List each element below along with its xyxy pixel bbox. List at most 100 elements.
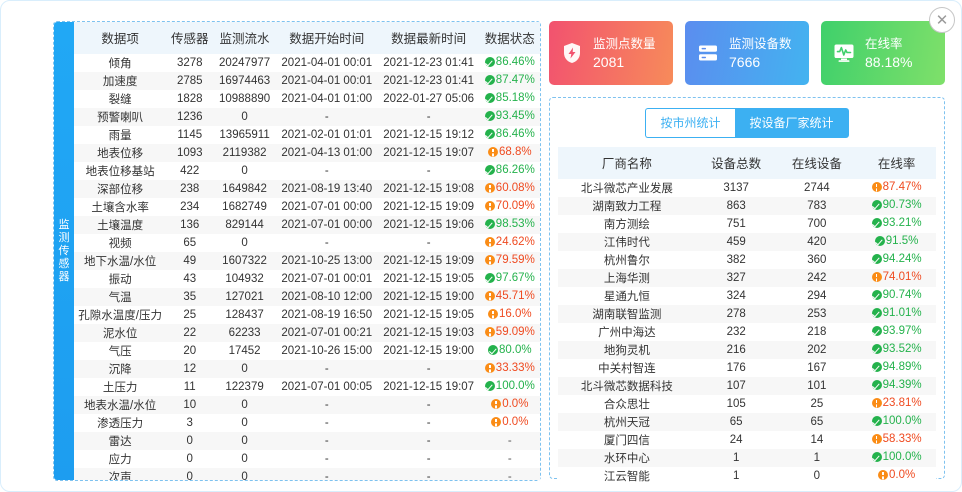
start-time-cell: 2021-04-13 01:00 (281, 147, 373, 159)
table-row[interactable]: 土壤温度 136 829144 2021-07-01 00:00 2021-12-15 … (74, 216, 540, 234)
check-circle-icon (484, 129, 495, 139)
status-badge: 93.52% (857, 341, 936, 359)
table-row[interactable]: 江伟时代 459 420 91.5% (558, 233, 936, 251)
sensor-name-cell: 加速度 (102, 76, 138, 88)
table-row[interactable]: 渗透压力 3 0 - - 0.0% (74, 414, 540, 432)
latest-time-cell: 2021-12-15 19:07 (383, 147, 475, 159)
table-row[interactable]: 倾角 3278 20247977 2021-04-01 00:01 2021-12-23… (74, 54, 540, 72)
table-row[interactable]: 北斗微芯数据科技 107 101 94.39% (558, 377, 936, 395)
table-row[interactable]: 杭州鲁尔 382 360 94.24% (558, 251, 936, 269)
monitor-flow-cell: 16974463 (218, 75, 271, 87)
status-badge: 93.21% (857, 215, 936, 233)
stat-card[interactable]: 监测点数量 2081 (549, 21, 673, 85)
check-circle-icon (484, 381, 495, 391)
table-row[interactable]: 深部位移 238 1649842 2021-08-19 13:40 2021-12-15… (74, 180, 540, 198)
table-row[interactable]: 沉降 12 0 - - 33.33% (74, 360, 540, 378)
check-circle-icon (871, 326, 882, 336)
vendor-tab-group: 按市州统计 按设备厂家统计 (558, 108, 936, 138)
table-header-row: 数据项 传感器 监测流水 数据开始时间 数据最新时间 数据状态 (74, 22, 540, 54)
status-badge: 97.67% (480, 270, 540, 288)
sensor-count-cell: 1093 (176, 147, 203, 159)
stat-card[interactable]: 在线率 88.18% (821, 21, 945, 85)
table-row[interactable]: 雷达 0 0 - - - (74, 432, 540, 450)
check-circle-icon (871, 452, 882, 462)
table-row[interactable]: 加速度 2785 16974463 2021-04-01 00:01 2021-12-2… (74, 72, 540, 90)
warning-circle-icon (871, 182, 882, 192)
status-badge: 85.18% (480, 90, 540, 108)
table-row[interactable]: 次声 0 0 - - - (74, 468, 540, 480)
sensor-name-cell: 深部位移 (97, 184, 144, 196)
total-devices-cell: 324 (726, 290, 746, 302)
table-row[interactable]: 视频 65 0 - - 24.62% (74, 234, 540, 252)
warning-circle-icon (488, 309, 498, 319)
sensor-count-cell: 1236 (176, 111, 203, 123)
table-row[interactable]: 星通九恒 324 294 90.74% (558, 287, 936, 305)
table-row[interactable]: 地表水温/水位 10 0 - - 0.0% (74, 396, 540, 414)
sensor-count-cell: 136 (180, 219, 200, 231)
table-row[interactable]: 雨量 1145 13965911 2021-02-01 01:01 2021-12-15… (74, 126, 540, 144)
table-row[interactable]: 地表位移 1093 2119382 2021-04-13 01:00 2021-12-1… (74, 144, 540, 162)
vendor-name-cell: 上海华测 (603, 273, 650, 285)
status-badge: 80.0% (480, 342, 540, 360)
sensor-count-cell: 35 (183, 291, 197, 303)
latest-time-cell: 2021-12-15 19:00 (383, 345, 475, 357)
start-time-cell: - (324, 363, 329, 375)
sidebar-tab-char: 监 (58, 218, 70, 231)
start-time-cell: 2021-10-26 15:00 (281, 345, 373, 357)
table-row[interactable]: 应力 0 0 - - - (74, 450, 540, 468)
table-row[interactable]: 北斗微芯产业发展 3137 2744 87.47% (558, 179, 936, 197)
total-devices-cell: 216 (726, 344, 746, 356)
table-row[interactable]: 地下水温/水位 49 1607322 2021-10-25 13:00 2021-12-… (74, 252, 540, 270)
table-row[interactable]: 裂缝 1828 10988890 2021-04-01 01:00 2022-01-27… (74, 90, 540, 108)
latest-time-cell: 2021-12-23 01:41 (383, 57, 475, 69)
table-row[interactable]: 水环中心 1 1 100.0% (558, 449, 936, 467)
vendor-tab-1[interactable]: 按设备厂家统计 (734, 108, 849, 138)
online-devices-cell: 202 (807, 344, 827, 356)
monitor-flow-cell: 0 (241, 453, 248, 465)
status-badge: - (507, 471, 512, 480)
status-badge: 86.46% (480, 126, 540, 144)
vendor-table: 厂商名称 设备总数 在线设备 在线率 北斗微芯产业发展 3137 2744 87.47… (558, 147, 936, 485)
table-row[interactable]: 振动 43 104932 2021-07-01 00:01 2021-12-15 19:… (74, 270, 540, 288)
sensor-count-cell: 1828 (176, 93, 203, 105)
table-row[interactable]: 气压 20 17452 2021-10-26 15:00 2021-12-15 19:0… (74, 342, 540, 360)
status-badge: - (507, 435, 512, 447)
sensor-name-cell: 地表水温/水位 (84, 400, 157, 412)
table-row[interactable]: 地表位移基站 422 0 - - 86.26% (74, 162, 540, 180)
monitor-flow-cell: 122379 (225, 381, 264, 393)
table-row[interactable]: 江云智能 1 0 0.0% (558, 467, 936, 485)
stat-card[interactable]: 监测设备数 7666 (685, 21, 809, 85)
table-row[interactable]: 预警喇叭 1236 0 - - 93.45% (74, 108, 540, 126)
monitor-flow-cell: 17452 (228, 345, 261, 357)
table-row[interactable]: 南方测绘 751 700 93.21% (558, 215, 936, 233)
table-row[interactable]: 合众思壮 105 25 23.81% (558, 395, 936, 413)
sidebar-tab-monitoring-sensor[interactable]: 监测传感器 (54, 22, 74, 480)
sensor-name-cell: 泥水位 (102, 328, 138, 340)
table-row[interactable]: 湖南致力工程 863 783 90.73% (558, 197, 936, 215)
table-row[interactable]: 上海华测 327 242 74.01% (558, 269, 936, 287)
table-row[interactable]: 杭州天冠 65 65 100.0% (558, 413, 936, 431)
sensor-table-wrap[interactable]: 数据项 传感器 监测流水 数据开始时间 数据最新时间 数据状态 倾角 3278 20… (74, 22, 540, 480)
table-row[interactable]: 气温 35 127021 2021-08-10 12:00 2021-12-15 19:… (74, 288, 540, 306)
latest-time-cell: 2021-12-15 19:03 (383, 327, 475, 339)
table-row[interactable]: 孔隙水温度/压力 25 128437 2021-08-19 16:50 2021-12-… (74, 306, 540, 324)
status-badge: 74.01% (857, 269, 936, 287)
table-row[interactable]: 湖南联智监测 278 253 91.01% (558, 305, 936, 323)
table-row[interactable]: 土压力 11 122379 2021-07-01 00:05 2021-12-15 19… (74, 378, 540, 396)
online-devices-cell: 783 (807, 200, 827, 212)
vendor-name-cell: 江云智能 (603, 471, 650, 483)
vendor-tab-0[interactable]: 按市州统计 (645, 108, 735, 138)
start-time-cell: 2021-07-01 00:05 (281, 381, 373, 393)
table-row[interactable]: 地狗灵机 216 202 93.52% (558, 341, 936, 359)
table-row[interactable]: 厦门四信 24 14 58.33% (558, 431, 936, 449)
table-row[interactable]: 广州中海达 232 218 93.97% (558, 323, 936, 341)
table-row[interactable]: 泥水位 22 62233 2021-07-01 00:21 2021-12-15 19:… (74, 324, 540, 342)
monitor-flow-cell: 20247977 (218, 57, 271, 69)
table-row[interactable]: 中关村智连 176 167 94.89% (558, 359, 936, 377)
sidebar-tab-char: 器 (58, 270, 70, 283)
close-circle-icon[interactable]: ✕ (929, 7, 955, 33)
sensor-count-cell: 65 (183, 237, 197, 249)
latest-time-cell: 2021-12-15 19:06 (383, 219, 475, 231)
table-row[interactable]: 土壤含水率 234 1682749 2021-07-01 00:00 2021-12-1… (74, 198, 540, 216)
start-time-cell: 2021-08-19 16:50 (281, 309, 373, 321)
